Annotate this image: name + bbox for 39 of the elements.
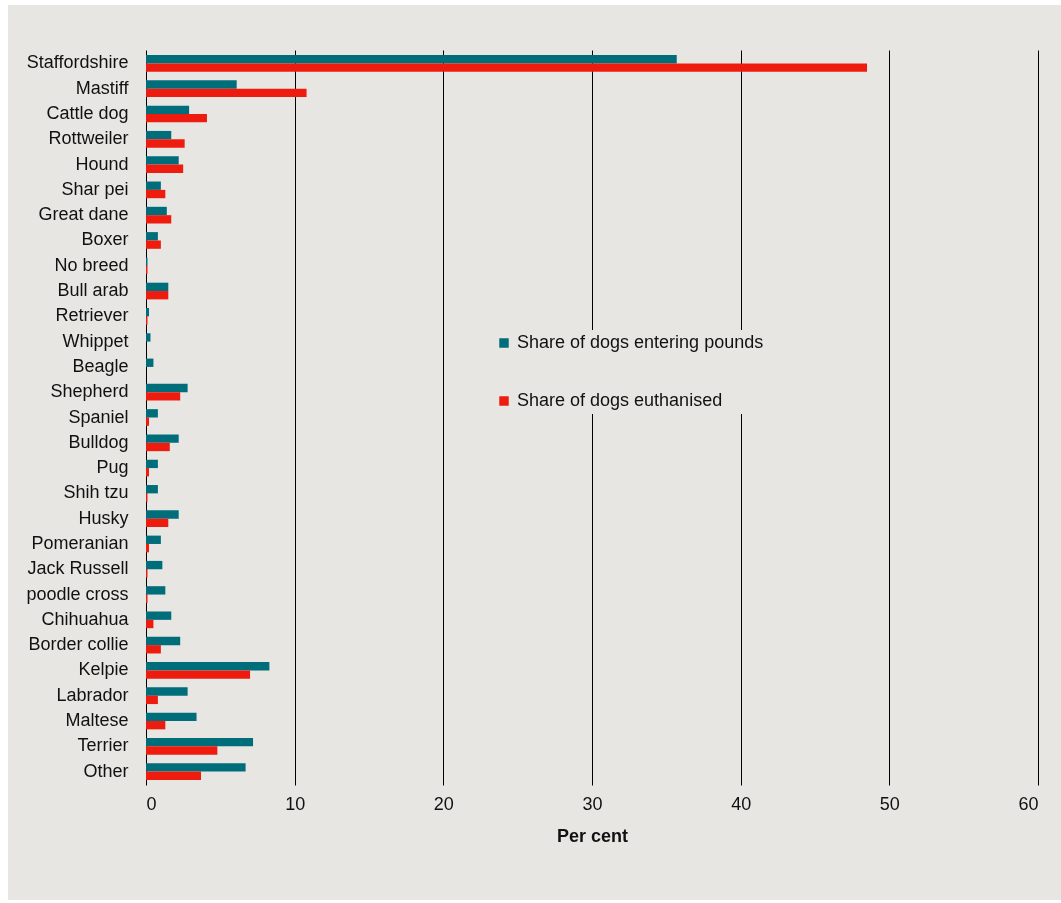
- y-tick-label: Labrador: [56, 684, 129, 705]
- y-tick-label: Hound: [75, 153, 129, 174]
- y-tick-label: Boxer: [81, 229, 129, 250]
- x-tick-label: 40: [731, 793, 752, 814]
- y-tick-label: poodle cross: [26, 583, 129, 604]
- y-tick-label: Maltese: [65, 710, 129, 731]
- y-tick-label: Kelpie: [78, 659, 129, 680]
- y-tick-label: Retriever: [55, 305, 129, 326]
- y-tick-label: Shih tzu: [63, 482, 129, 503]
- y-tick-label: Beagle: [72, 355, 129, 376]
- y-tick-label: Other: [83, 760, 129, 781]
- x-tick-label: 60: [1018, 793, 1039, 814]
- x-axis-title: Per cent: [556, 825, 629, 846]
- y-tick-label: Pug: [96, 457, 129, 478]
- x-tick-label: 30: [582, 793, 603, 814]
- y-tick-label: Bulldog: [68, 431, 129, 452]
- legend-label: Share of dogs euthanised: [517, 390, 723, 410]
- y-tick-label: Border collie: [28, 634, 129, 655]
- y-tick-label: No breed: [54, 254, 129, 275]
- y-tick-label: Chihuahua: [41, 608, 130, 629]
- y-tick-label: Cattle dog: [46, 102, 129, 123]
- y-tick-label: Spaniel: [68, 406, 129, 427]
- y-tick-label: Bull arab: [57, 280, 129, 301]
- y-tick-label: Whippet: [62, 330, 129, 351]
- y-tick-label: Terrier: [77, 735, 129, 756]
- y-tick-label: Great dane: [38, 204, 129, 225]
- x-tick-label: 50: [879, 793, 900, 814]
- y-tick-label: Rottweiler: [48, 128, 129, 149]
- y-tick-label: Shar pei: [61, 178, 129, 199]
- y-tick-label: Jack Russell: [27, 558, 129, 579]
- y-tick-label: Mastiff: [75, 77, 130, 98]
- y-tick-label: Husky: [78, 507, 129, 528]
- y-tick-label: Shepherd: [50, 381, 129, 402]
- y-tick-label: Pomeranian: [31, 532, 129, 553]
- legend-label: Share of dogs entering pounds: [517, 332, 764, 352]
- x-tick-label: 10: [285, 793, 306, 814]
- x-tick-label: 0: [146, 793, 157, 814]
- y-tick-label: Staffordshire: [26, 52, 129, 73]
- x-tick-label: 20: [433, 793, 454, 814]
